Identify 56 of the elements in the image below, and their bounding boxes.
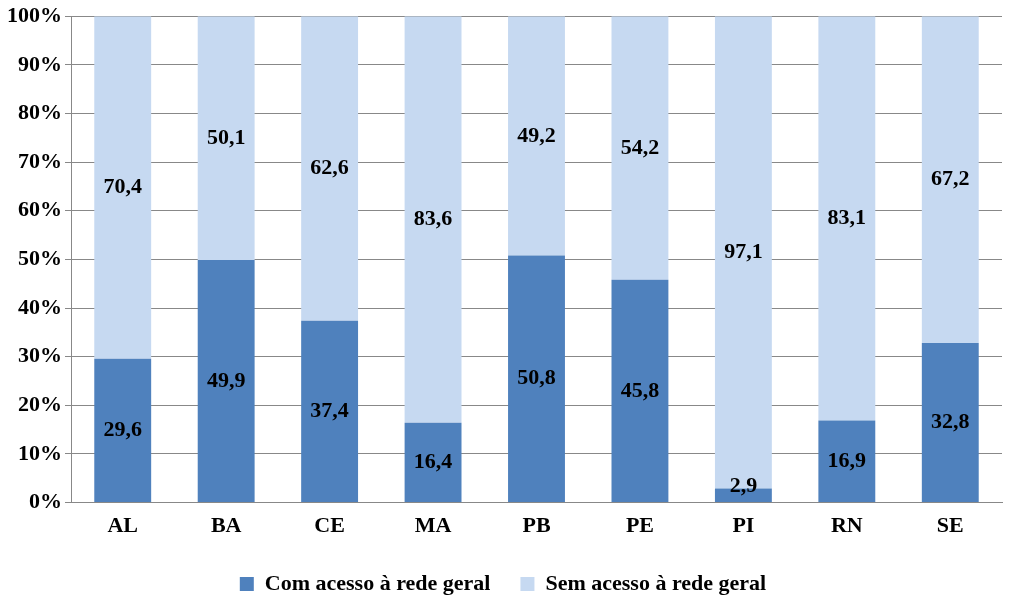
bar [818, 420, 876, 503]
bar [404, 16, 462, 423]
data-label: 29,6 [103, 416, 142, 442]
data-label: 49,2 [517, 121, 556, 147]
legend-label: Sem acesso à rede geral [545, 569, 767, 595]
y-tick-label: 10% [18, 439, 62, 465]
data-label: 70,4 [103, 173, 142, 199]
y-tick-label: 60% [18, 196, 62, 222]
bar [508, 255, 565, 503]
bar [921, 16, 979, 344]
y-tick-label: 80% [18, 99, 62, 125]
data-label: 50,1 [206, 123, 246, 149]
bar [301, 16, 359, 321]
bar [94, 16, 152, 359]
data-label: 45,8 [620, 376, 660, 402]
bar [921, 343, 979, 503]
y-tick-label: 100% [7, 1, 62, 27]
data-label: 37,4 [310, 397, 349, 423]
data-label: 62,6 [310, 154, 349, 180]
data-label: 50,8 [517, 364, 556, 390]
bar [404, 422, 462, 503]
bar [818, 16, 876, 421]
bar [94, 358, 152, 503]
legend-label: Com acesso à rede geral [264, 569, 491, 595]
data-label: 2,9 [729, 472, 758, 498]
bar [508, 16, 565, 256]
data-label: 16,4 [413, 448, 453, 474]
y-tick-label: 90% [18, 50, 62, 76]
bar [611, 279, 669, 503]
x-tick-label: SE [936, 512, 964, 538]
y-tick-label: 20% [18, 391, 62, 417]
y-tick-label: 70% [18, 147, 62, 173]
data-label: 97,1 [724, 238, 763, 264]
data-label: 49,9 [206, 366, 246, 392]
x-tick-label: MA [414, 512, 452, 538]
x-tick-label: CE [314, 512, 345, 538]
x-tick-label: AL [107, 512, 138, 538]
data-label: 67,2 [931, 165, 970, 191]
y-tick-label: 30% [18, 342, 62, 368]
bar [197, 16, 255, 260]
data-label: 32,8 [931, 408, 970, 434]
y-tick-label: 40% [18, 293, 62, 319]
bar [197, 259, 255, 503]
bar [301, 320, 359, 503]
data-label: 54,2 [620, 133, 660, 159]
x-tick-label: PE [625, 512, 655, 538]
x-tick-label: PI [732, 512, 755, 538]
x-tick-label: PB [522, 512, 551, 538]
x-tick-label: BA [210, 512, 242, 538]
y-tick-label: 0% [29, 488, 62, 514]
x-tick-label: RN [830, 512, 863, 538]
bar [611, 16, 669, 280]
data-label: 83,1 [827, 203, 867, 229]
y-tick-label: 50% [18, 245, 62, 271]
data-label: 16,9 [827, 446, 867, 472]
data-label: 83,6 [413, 205, 453, 231]
